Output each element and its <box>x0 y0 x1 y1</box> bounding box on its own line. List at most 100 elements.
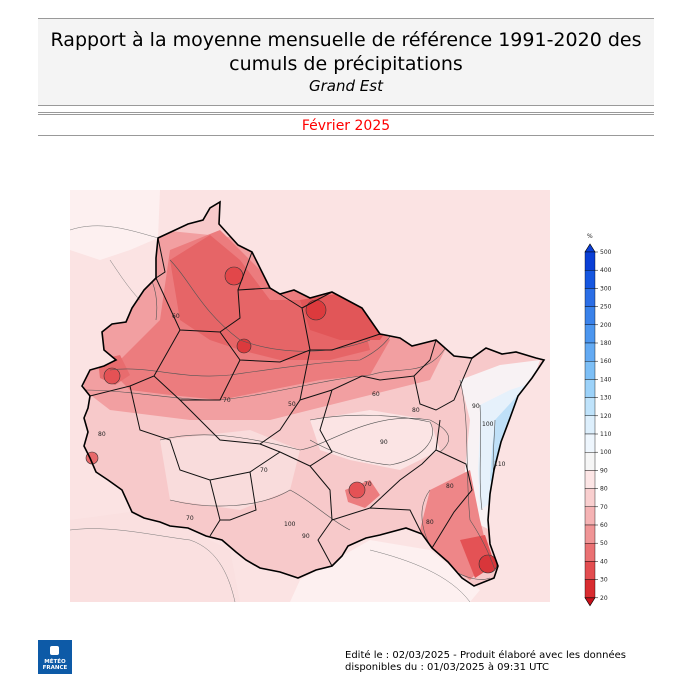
legend-unit: % <box>587 233 593 240</box>
color-legend: % 500 400 300 250 200 180 160 140 130 120 110 100 90… <box>584 233 612 607</box>
legend-tick-label: 40 <box>600 558 608 565</box>
contour-label: 90 <box>472 403 480 410</box>
contour-label: 110 <box>494 461 506 468</box>
legend-swatch <box>584 360 596 380</box>
department-border <box>259 389 333 467</box>
minimum-spot <box>224 266 244 286</box>
southwest-light-zone <box>70 512 240 602</box>
legend-swatch <box>584 415 596 435</box>
legend-swatch <box>584 470 596 489</box>
legend-tick-label: 180 <box>600 340 612 347</box>
department-border <box>155 237 253 333</box>
legend-tick-label: 250 <box>600 304 612 311</box>
department-border <box>301 291 381 351</box>
minimum-spot <box>236 338 252 354</box>
legend-max-arrow <box>584 243 596 253</box>
legend-tick-label: 120 <box>600 413 612 420</box>
legend-swatch <box>584 433 596 453</box>
contour-label: 70 <box>364 481 372 488</box>
legend-tick-label: 140 <box>600 376 612 383</box>
minimum-spot <box>305 299 327 321</box>
contour-label: 80 <box>446 483 454 490</box>
contour-label: 100 <box>284 521 296 528</box>
contour-label: 60 <box>172 313 180 320</box>
legend-tick-label: 160 <box>600 358 612 365</box>
legend-tick-label: 110 <box>600 431 612 438</box>
legend-tick-label: 400 <box>600 267 612 274</box>
legend-tick-label: 200 <box>600 322 612 329</box>
legend-swatch <box>584 397 596 417</box>
legend-tick-label: 90 <box>600 467 608 474</box>
legend-swatch <box>584 288 596 307</box>
isoline <box>159 418 449 453</box>
header-divider <box>38 106 654 113</box>
minimum-spot <box>348 481 366 499</box>
map-subtitle: Grand Est <box>309 77 383 95</box>
legend-swatch <box>584 451 596 471</box>
contour-label: 90 <box>380 439 388 446</box>
legend-tick-label: 60 <box>600 522 608 529</box>
isoline <box>169 489 351 531</box>
legend-tick-label: 30 <box>600 577 608 584</box>
contour-label: 70 <box>186 515 194 522</box>
isoline-outside <box>70 528 236 602</box>
legend-tick-label: 20 <box>600 595 608 602</box>
isoline <box>459 379 496 571</box>
legend-tick-label: 100 <box>600 449 612 456</box>
contour-label: 50 <box>288 401 296 408</box>
isoline-outside <box>369 549 471 602</box>
footer-note: Edité le : 02/03/2025 - Produit élaboré … <box>345 650 675 674</box>
contour-label: 80 <box>426 519 434 526</box>
department-border <box>209 451 281 521</box>
legend-swatch <box>584 561 596 580</box>
period-bar: Février 2025 <box>38 114 654 136</box>
legend-swatch <box>584 306 596 325</box>
legend-tick-label: 130 <box>600 395 612 402</box>
contour-label: 70 <box>260 467 268 474</box>
isoline <box>309 414 433 466</box>
minimum-spot <box>103 367 121 385</box>
north-light-zone <box>70 190 160 260</box>
department-border <box>413 339 437 377</box>
header-panel: Rapport à la moyenne mensuelle de référe… <box>38 18 654 106</box>
map-title: Rapport à la moyenne mensuelle de référe… <box>50 29 642 75</box>
contour-label: 60 <box>372 391 380 398</box>
legend-swatch <box>584 524 596 544</box>
logo-icon <box>50 646 59 655</box>
meteo-france-logo: MÉTÉO FRANCE <box>38 640 72 674</box>
precipitation-ratio-map: 60 50 70 80 90 100 110 90 80 70 60 70 80… <box>70 190 550 602</box>
legend-tick-label: 80 <box>600 486 608 493</box>
legend-min-arrow <box>584 597 596 607</box>
period-label: Février 2025 <box>301 118 391 134</box>
south-light-zone <box>290 540 480 602</box>
legend-tick-label: 500 <box>600 249 612 256</box>
isoline-outside <box>109 259 141 301</box>
contour-label: 100 <box>482 421 494 428</box>
department-border <box>431 449 473 549</box>
legend-swatch <box>584 579 596 599</box>
isoline <box>479 404 483 511</box>
logo-text: FRANCE <box>42 665 68 671</box>
legend-swatch <box>584 506 596 526</box>
contour-label: 80 <box>412 407 420 414</box>
legend-swatch <box>584 488 596 508</box>
legend-tick-label: 50 <box>600 540 608 547</box>
legend-swatch <box>584 324 596 344</box>
zone-light-centre <box>160 430 300 510</box>
contour-label: 80 <box>98 431 106 438</box>
isoline <box>109 319 401 377</box>
contour-label: 70 <box>223 397 231 404</box>
contour-label: 90 <box>302 533 310 540</box>
department-border <box>331 419 441 535</box>
logo-text: MÉTÉO <box>44 659 66 665</box>
department-border <box>89 329 241 401</box>
legend-swatch <box>584 543 596 562</box>
legend-tick-label: 300 <box>600 285 612 292</box>
footer-line: disponibles du : 01/03/2025 à 09:31 UTC <box>345 662 549 673</box>
legend-swatch <box>584 342 596 362</box>
legend-swatch <box>584 251 596 271</box>
legend-tick-label: 70 <box>600 504 608 511</box>
zone-80-90 <box>310 410 440 470</box>
isoline-outside <box>70 225 159 239</box>
isoline <box>83 339 451 401</box>
